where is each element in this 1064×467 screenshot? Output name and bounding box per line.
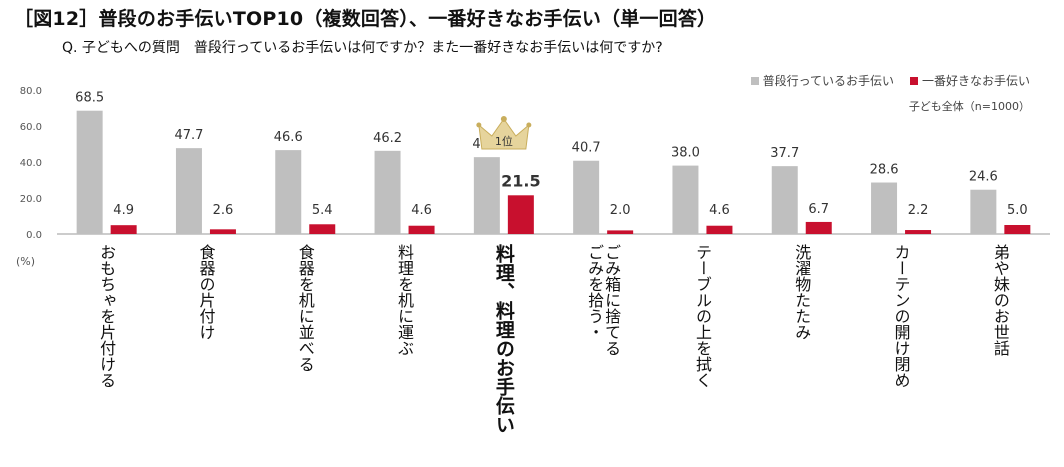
bar-regular: [672, 165, 699, 234]
y-tick-label: 80.0: [20, 86, 42, 97]
y-tick-label: 40.0: [20, 158, 42, 169]
data-label-favorite: 21.5: [501, 171, 540, 190]
category-label: おもちゃを片付ける: [97, 244, 116, 388]
legend: 普段行っているお手伝い 一番好きなお手伝い: [750, 72, 1030, 89]
legend-item-favorite: 一番好きなお手伝い: [909, 72, 1030, 89]
data-label-regular: 47.7: [174, 128, 203, 143]
data-label-favorite: 5.4: [312, 203, 333, 218]
bar-regular: [275, 150, 302, 234]
category-label: ごみを拾う・: [585, 244, 604, 340]
data-label-regular: 28.6: [870, 163, 899, 178]
bar-favorite: [110, 225, 137, 234]
chart-title: ［図12］普段のお手伝いTOP10（複数回答）、一番好きなお手伝い（単一回答）: [14, 8, 717, 30]
crown-icon: [478, 118, 530, 150]
bar-regular: [771, 166, 798, 234]
category-label: ごみ箱に捨てる: [602, 244, 621, 356]
bar-favorite: [706, 225, 733, 234]
category-label: 料理、料理のお手伝い: [493, 243, 515, 434]
crown-rank-label: 1位: [495, 134, 513, 148]
bar-favorite: [309, 224, 336, 234]
category-label: 食器を机に並べる: [296, 244, 315, 372]
data-label-favorite: 2.6: [213, 203, 234, 218]
crown-jewel-icon: [476, 122, 482, 128]
bar-favorite: [1004, 225, 1031, 234]
bar-regular: [871, 182, 898, 234]
y-tick-label: 20.0: [20, 194, 42, 205]
data-label-regular: 24.6: [969, 170, 998, 185]
bar-regular: [473, 157, 500, 234]
y-tick-label: 60.0: [20, 122, 42, 133]
data-label-favorite: 6.7: [808, 202, 829, 217]
crown-jewel-icon: [500, 116, 507, 122]
bar-favorite: [507, 195, 534, 234]
data-label-favorite: 2.0: [610, 203, 631, 218]
category-label: 弟や妹のお世話: [991, 244, 1010, 356]
bar-favorite: [805, 221, 832, 234]
data-label-favorite: 2.2: [908, 203, 929, 218]
y-unit-label: (%): [16, 255, 36, 268]
category-label: 洗濯物たたみ: [792, 244, 811, 340]
data-label-regular: 68.5: [75, 91, 104, 106]
bar-favorite: [209, 229, 236, 234]
survey-question: Q. 子どもへの質問 普段行っているお手伝いは何ですか？また一番好きなお手伝いは…: [62, 40, 663, 56]
bar-regular: [573, 160, 600, 234]
bar-favorite: [408, 225, 435, 234]
legend-swatch-favorite: [909, 76, 918, 85]
data-label-favorite: 4.6: [411, 203, 432, 218]
y-tick-label: 0.0: [26, 230, 42, 241]
bar-regular: [970, 189, 997, 234]
data-label-favorite: 5.0: [1007, 203, 1028, 218]
crown-jewel-icon: [526, 122, 532, 128]
bar-favorite: [607, 230, 634, 234]
data-label-regular: 46.6: [274, 130, 303, 145]
sample-note: 子ども全体（n=1000）: [908, 100, 1030, 113]
legend-item-regular: 普段行っているお手伝い: [750, 72, 894, 89]
data-label-regular: 40.7: [572, 141, 601, 156]
bar-favorite: [905, 230, 932, 234]
data-label-favorite: 4.6: [709, 203, 730, 218]
bar-regular: [76, 110, 103, 234]
category-label: テーブルの上を拭く: [693, 244, 712, 388]
legend-swatch-regular: [750, 76, 759, 85]
data-label-regular: 37.7: [770, 146, 799, 161]
category-label: 料理を机に運ぶ: [395, 244, 414, 356]
category-label: カーテンの開け閉め: [892, 244, 911, 388]
data-label-regular: 46.2: [373, 131, 402, 146]
legend-label-regular: 普段行っているお手伝い: [762, 74, 894, 88]
bar-regular: [175, 148, 202, 234]
legend-label-favorite: 一番好きなお手伝い: [921, 74, 1030, 88]
bar-regular: [374, 150, 401, 234]
category-label: 食器の片付け: [196, 244, 215, 340]
data-label-regular: 38.0: [671, 146, 700, 161]
data-label-favorite: 4.9: [113, 203, 134, 218]
